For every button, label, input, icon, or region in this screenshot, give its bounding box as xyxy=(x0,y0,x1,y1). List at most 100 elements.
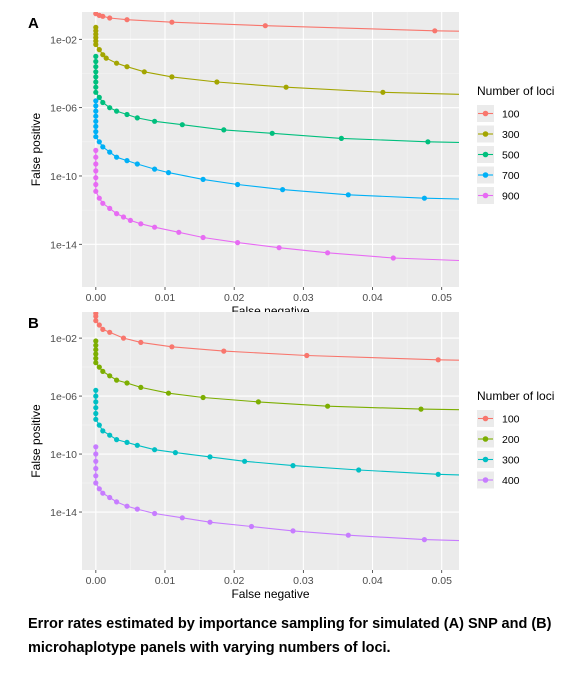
data-point xyxy=(152,166,158,172)
data-point xyxy=(93,74,99,80)
x-tick-label: 0.04 xyxy=(362,575,383,587)
data-point xyxy=(93,69,99,75)
data-point xyxy=(93,351,99,357)
panel-b-tag: B xyxy=(28,315,39,332)
data-point xyxy=(134,161,140,167)
data-point xyxy=(421,537,427,543)
data-point xyxy=(93,188,99,194)
data-point xyxy=(124,439,130,445)
data-point xyxy=(380,89,386,95)
legend-item: 400 xyxy=(477,471,520,489)
legend-label: 200 xyxy=(502,434,520,446)
data-point xyxy=(93,103,99,109)
data-point xyxy=(248,523,255,530)
legend-item: 200 xyxy=(477,430,520,448)
legend-item: 300 xyxy=(477,125,520,143)
data-point xyxy=(124,111,130,118)
data-point xyxy=(179,515,185,521)
data-point xyxy=(435,471,441,477)
legend-item: 100 xyxy=(477,410,520,427)
data-point xyxy=(124,17,130,23)
data-point xyxy=(124,503,130,509)
figure-caption: Error rates estimated by importance samp… xyxy=(28,616,552,656)
series-400 xyxy=(93,444,459,543)
data-point xyxy=(425,139,431,145)
data-point xyxy=(107,15,113,21)
data-point xyxy=(152,224,158,230)
data-point xyxy=(93,89,99,95)
data-point xyxy=(242,458,248,464)
data-point xyxy=(96,322,102,328)
y-tick-label: 1e-06 xyxy=(50,391,77,403)
data-point xyxy=(96,195,102,201)
x-tick-label: 0.01 xyxy=(155,575,176,587)
legend-key-point xyxy=(482,110,489,117)
legend-key-point xyxy=(482,436,489,442)
legend-label: 900 xyxy=(502,191,520,203)
series-300 xyxy=(93,24,459,95)
data-point xyxy=(114,437,120,443)
series-line xyxy=(95,150,459,262)
legend-key-point xyxy=(482,456,489,463)
data-point xyxy=(93,355,99,361)
x-tick-label: 0.03 xyxy=(293,292,314,304)
data-point xyxy=(276,245,282,251)
data-point xyxy=(93,360,99,366)
data-point xyxy=(107,432,113,438)
data-point xyxy=(345,192,351,198)
panel-a: A 0.00 0.01 0.02 0.03 0.04 0.05 1e-02 1e-06 1e-10… xyxy=(28,12,554,318)
data-point xyxy=(107,494,113,501)
data-point xyxy=(152,447,158,453)
data-point xyxy=(418,406,424,412)
legend-label: 300 xyxy=(502,129,520,141)
x-tick-label: 0.03 xyxy=(293,575,314,587)
data-point xyxy=(120,335,127,341)
data-point xyxy=(96,47,102,53)
data-point xyxy=(93,473,99,479)
series-900 xyxy=(93,147,459,262)
y-tick-label: 1e-14 xyxy=(50,239,77,251)
data-point xyxy=(93,181,99,188)
data-point xyxy=(127,217,133,223)
data-point xyxy=(325,403,331,409)
data-point xyxy=(200,176,206,182)
y-axis-title: False positive xyxy=(29,112,43,186)
x-tick-label: 0.02 xyxy=(224,292,245,304)
data-point xyxy=(93,342,99,348)
legend-key-point xyxy=(482,131,489,137)
data-point xyxy=(93,108,99,114)
data-point xyxy=(325,250,331,256)
data-point xyxy=(100,52,106,58)
x-tick-label: 0.04 xyxy=(362,292,383,304)
plot-background xyxy=(82,312,459,570)
data-point xyxy=(93,387,99,393)
data-point xyxy=(103,55,109,61)
x-tick-label: 0.05 xyxy=(431,292,452,304)
data-point xyxy=(200,394,206,401)
data-point xyxy=(93,113,99,119)
plot-background xyxy=(82,12,459,287)
legend-label: 700 xyxy=(502,170,520,182)
data-point xyxy=(93,53,99,60)
data-point xyxy=(214,79,220,85)
data-point xyxy=(93,98,99,104)
data-point xyxy=(421,195,427,201)
data-point xyxy=(93,451,99,457)
legend-item: 700 xyxy=(477,166,520,184)
data-point xyxy=(93,338,99,344)
series-700 xyxy=(93,98,459,201)
legend-title: Number of loci xyxy=(477,389,554,403)
data-point xyxy=(93,410,99,417)
data-point xyxy=(107,149,113,155)
data-point xyxy=(93,134,99,140)
data-point xyxy=(93,318,99,324)
data-point xyxy=(152,510,158,517)
data-point xyxy=(93,399,99,405)
legend-item: 500 xyxy=(477,146,520,163)
data-point xyxy=(96,486,102,492)
data-point xyxy=(124,64,130,70)
data-point xyxy=(107,205,113,211)
data-point xyxy=(235,240,241,246)
data-point xyxy=(134,115,140,121)
data-point xyxy=(93,313,99,319)
